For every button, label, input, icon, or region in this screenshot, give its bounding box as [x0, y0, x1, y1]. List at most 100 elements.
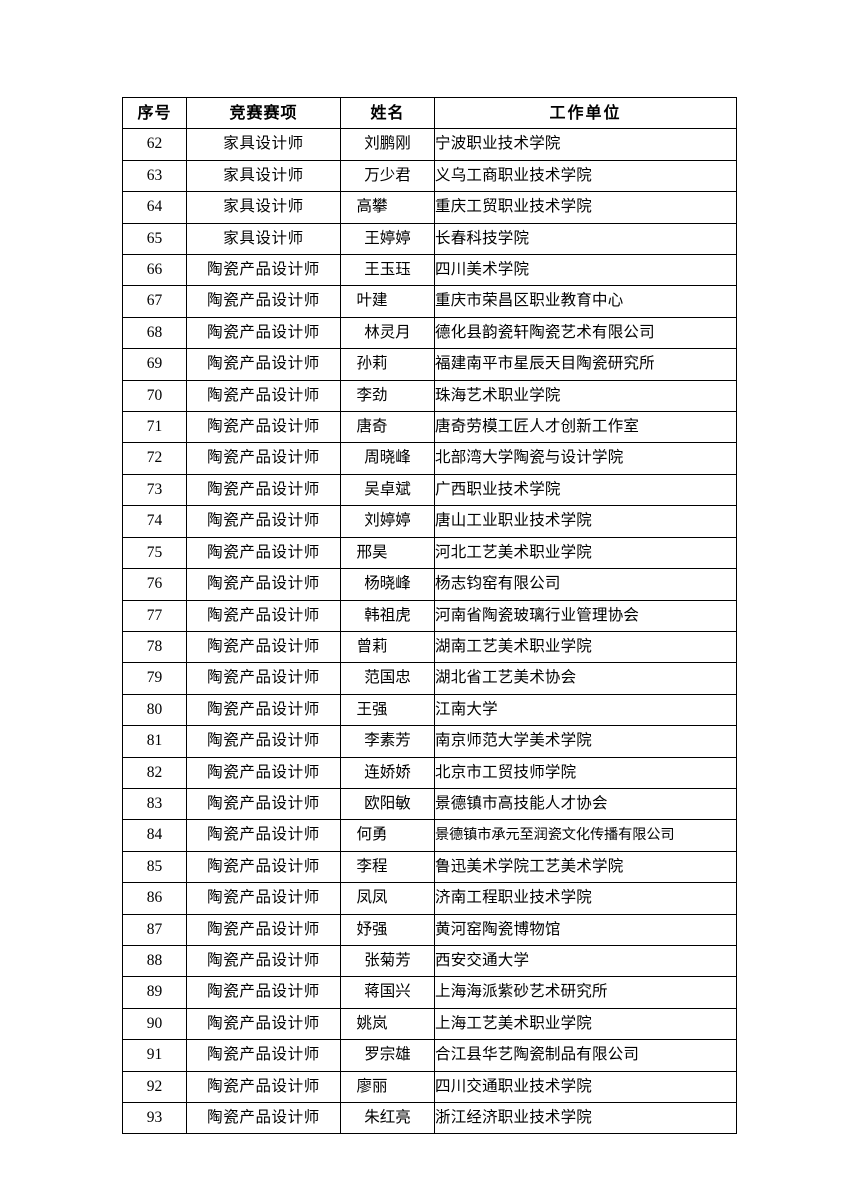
cell-name: 吴卓斌 — [340, 473, 435, 507]
person-name: 韩祖虎 — [364, 606, 411, 624]
cell-name: 蒋国兴 — [340, 976, 435, 1009]
cell-event: 陶瓷产品设计师 — [186, 630, 341, 664]
cell-seq: 84 — [122, 819, 187, 852]
cell-seq: 91 — [122, 1039, 187, 1072]
table-row: 70 陶瓷产品设计师 李劲 珠海艺术职业学院 — [122, 379, 737, 413]
cell-organization: 鲁迅美术学院工艺美术学院 — [434, 850, 737, 884]
cell-organization: 重庆市荣昌区职业教育中心 — [434, 285, 737, 318]
table-row: 74 陶瓷产品设计师 刘婷婷 唐山工业职业技术学院 — [122, 505, 737, 538]
cell-event: 陶瓷产品设计师 — [186, 662, 341, 695]
cell-event: 陶瓷产品设计师 — [186, 756, 341, 789]
table-row: 73 陶瓷产品设计师 吴卓斌 广西职业技术学院 — [122, 473, 737, 507]
column-header-name: 姓名 — [340, 96, 435, 130]
cell-name: 曾莉 — [340, 630, 435, 664]
table-row: 72 陶瓷产品设计师 周晓峰 北部湾大学陶瓷与设计学院 — [122, 442, 737, 475]
cell-event: 陶瓷产品设计师 — [186, 1039, 341, 1072]
cell-event: 陶瓷产品设计师 — [186, 1070, 341, 1104]
cell-name: 范国忠 — [340, 662, 435, 695]
person-name: 妤强 — [356, 920, 388, 938]
table-row: 69 陶瓷产品设计师 孙莉 福建南平市星辰天目陶瓷研究所 — [122, 348, 737, 381]
cell-seq: 87 — [122, 913, 187, 946]
cell-name: 妤强 — [340, 913, 435, 946]
table-row: 75 陶瓷产品设计师 邢昊 河北工艺美术职业学院 — [122, 536, 737, 570]
cell-organization: 湖北省工艺美术协会 — [434, 662, 737, 695]
person-name: 孙莉 — [356, 355, 388, 373]
cell-event: 陶瓷产品设计师 — [186, 1007, 341, 1041]
person-name: 吴卓斌 — [364, 480, 411, 498]
person-name: 唐奇 — [356, 418, 388, 436]
person-name: 曾莉 — [356, 637, 388, 655]
cell-name: 何勇 — [340, 819, 435, 852]
cell-organization: 长春科技学院 — [434, 222, 737, 256]
person-name: 刘鹏刚 — [364, 135, 411, 153]
cell-event: 陶瓷产品设计师 — [186, 819, 341, 852]
table-row: 91 陶瓷产品设计师 罗宗雄 合江县华艺陶瓷制品有限公司 — [122, 1039, 737, 1072]
cell-name: 叶建 — [340, 285, 435, 318]
cell-organization: 黄河窑陶瓷博物馆 — [434, 913, 737, 946]
person-name: 叶建 — [356, 292, 388, 310]
cell-event: 陶瓷产品设计师 — [186, 599, 341, 632]
cell-event: 陶瓷产品设计师 — [186, 442, 341, 475]
cell-name: 李程 — [340, 850, 435, 884]
table-row: 77 陶瓷产品设计师 韩祖虎 河南省陶瓷玻璃行业管理协会 — [122, 599, 737, 632]
cell-name: 邢昊 — [340, 536, 435, 570]
cell-seq: 82 — [122, 756, 187, 789]
cell-organization: 景德镇市承元至润瓷文化传播有限公司 — [434, 819, 737, 852]
person-name: 何勇 — [356, 826, 388, 844]
cell-seq: 90 — [122, 1007, 187, 1041]
table-row: 79 陶瓷产品设计师 范国忠 湖北省工艺美术协会 — [122, 662, 737, 695]
cell-seq: 68 — [122, 316, 187, 350]
cell-seq: 73 — [122, 473, 187, 507]
cell-name: 周晓峰 — [340, 442, 435, 475]
cell-name: 林灵月 — [340, 316, 435, 350]
cell-seq: 64 — [122, 191, 187, 224]
cell-seq: 80 — [122, 693, 187, 727]
cell-name: 高攀 — [340, 191, 435, 224]
table-row: 84 陶瓷产品设计师 何勇 景德镇市承元至润瓷文化传播有限公司 — [122, 819, 737, 852]
cell-organization: 河北工艺美术职业学院 — [434, 536, 737, 570]
cell-name: 王玉珏 — [340, 254, 435, 287]
table-row: 82 陶瓷产品设计师 连娇娇 北京市工贸技师学院 — [122, 756, 737, 789]
cell-event: 陶瓷产品设计师 — [186, 976, 341, 1009]
cell-seq: 89 — [122, 976, 187, 1009]
person-name: 王玉珏 — [364, 261, 411, 279]
cell-organization: 西安交通大学 — [434, 944, 737, 978]
table-row: 87 陶瓷产品设计师 妤强 黄河窑陶瓷博物馆 — [122, 913, 737, 946]
cell-seq: 63 — [122, 159, 187, 193]
person-name: 高攀 — [356, 198, 388, 216]
cell-organization: 重庆工贸职业技术学院 — [434, 191, 737, 224]
table-row: 62 家具设计师 刘鹏刚 宁波职业技术学院 — [122, 128, 737, 161]
person-name: 杨晓峰 — [364, 575, 411, 593]
cell-seq: 69 — [122, 348, 187, 381]
cell-event: 陶瓷产品设计师 — [186, 348, 341, 381]
cell-organization: 珠海艺术职业学院 — [434, 379, 737, 413]
person-name: 姚岚 — [356, 1014, 388, 1032]
cell-event: 家具设计师 — [186, 222, 341, 256]
person-name: 林灵月 — [364, 323, 411, 341]
cell-name: 李劲 — [340, 379, 435, 413]
table-row: 83 陶瓷产品设计师 欧阳敏 景德镇市高技能人才协会 — [122, 787, 737, 821]
cell-name: 唐奇 — [340, 411, 435, 444]
cell-event: 陶瓷产品设计师 — [186, 725, 341, 758]
person-name: 王婷婷 — [364, 229, 411, 247]
cell-organization: 上海工艺美术职业学院 — [434, 1007, 737, 1041]
person-name: 廖丽 — [356, 1077, 388, 1095]
cell-organization: 江南大学 — [434, 693, 737, 727]
person-name: 朱红亮 — [364, 1109, 411, 1126]
column-header-event: 竞赛赛项 — [186, 96, 341, 130]
table-row: 93 陶瓷产品设计师 朱红亮 浙江经济职业技术学院 — [122, 1101, 737, 1135]
cell-seq: 78 — [122, 630, 187, 664]
cell-organization: 景德镇市高技能人才协会 — [434, 787, 737, 821]
table-row: 78 陶瓷产品设计师 曾莉 湖南工艺美术职业学院 — [122, 630, 737, 664]
cell-seq: 72 — [122, 442, 187, 475]
table-row: 88 陶瓷产品设计师 张菊芳 西安交通大学 — [122, 944, 737, 978]
person-name: 刘婷婷 — [364, 512, 411, 530]
cell-organization: 合江县华艺陶瓷制品有限公司 — [434, 1039, 737, 1072]
cell-seq: 75 — [122, 536, 187, 570]
cell-name: 刘鹏刚 — [340, 128, 435, 161]
cell-organization: 上海海派紫砂艺术研究所 — [434, 976, 737, 1009]
cell-event: 陶瓷产品设计师 — [186, 536, 341, 570]
table-row: 71 陶瓷产品设计师 唐奇 唐奇劳模工匠人才创新工作室 — [122, 411, 737, 444]
cell-organization: 浙江经济职业技术学院 — [434, 1101, 737, 1135]
